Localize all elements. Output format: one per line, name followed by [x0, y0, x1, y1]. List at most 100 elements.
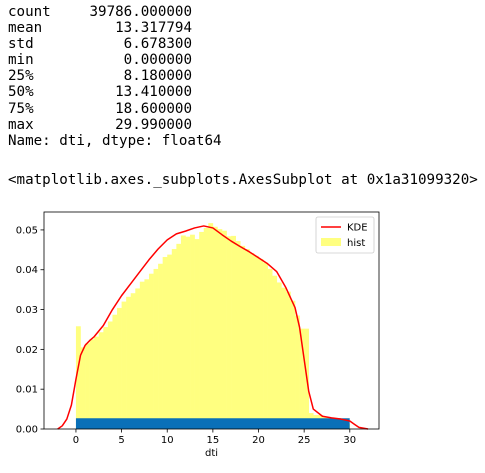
stat-row-25: 25% 8.180000 — [8, 68, 222, 84]
kde-line — [57, 225, 369, 430]
stat-name: count — [8, 4, 51, 20]
legend: KDE hist — [315, 216, 375, 254]
x-tick-label: 25 — [298, 435, 311, 446]
hist-bar — [253, 255, 259, 429]
axes-frame — [43, 211, 380, 430]
y-tick-label: 0.00 — [16, 425, 38, 436]
stat-name: min — [8, 52, 34, 69]
hist-bar — [212, 226, 218, 429]
hist-bar — [176, 243, 182, 429]
hist-bar — [263, 262, 268, 429]
stat-name: max — [8, 116, 34, 133]
hist-bar — [148, 273, 154, 429]
stat-name: mean — [8, 20, 43, 37]
hist-bar — [185, 236, 191, 429]
hist-bar — [285, 291, 291, 429]
stat-row-count: count 39786.000000 — [8, 4, 222, 20]
hist-bar — [112, 314, 118, 429]
hist-bar — [235, 241, 241, 429]
legend-hist-swatch — [321, 238, 341, 246]
hist-bar — [217, 229, 223, 429]
x-axis-label: dti — [205, 448, 218, 459]
stat-value: 6.678300 — [123, 36, 192, 53]
hist-bar — [244, 249, 250, 429]
hist-bar — [94, 336, 100, 429]
hist-bar — [80, 347, 86, 429]
hist-bar — [75, 326, 81, 429]
x-tick-label: 10 — [161, 435, 174, 446]
hist-bar — [180, 235, 186, 429]
stat-value: 0.000000 — [123, 52, 192, 69]
y-tick-label: 0.01 — [16, 385, 38, 396]
hist-bar — [272, 275, 278, 429]
stat-row-max: max 29.990000 — [8, 117, 222, 133]
x-tick-label: 0 — [73, 435, 79, 446]
x-axis: 0 5 10 15 20 25 30 — [73, 429, 356, 446]
hist-bar — [199, 231, 205, 429]
stat-row-mean: mean 13.317794 — [8, 20, 222, 36]
stat-row-75: 75% 18.600000 — [8, 101, 222, 117]
stat-value: 13.410000 — [115, 84, 192, 101]
describe-output: count 39786.000000 mean 13.317794 std 6.67830… — [8, 4, 222, 149]
stat-name: 50% — [8, 84, 34, 101]
hist-bar — [171, 249, 177, 429]
hist-bar — [299, 328, 305, 429]
plot-marks — [57, 223, 369, 430]
hist-bar — [190, 234, 195, 429]
legend-kde-label: KDE — [347, 223, 368, 234]
y-tick-label: 0.02 — [16, 345, 38, 356]
hist-bar — [121, 301, 127, 429]
hist-bar — [153, 268, 159, 429]
hist-bar — [231, 235, 236, 429]
hist-bar — [107, 321, 113, 429]
hist-bar — [276, 282, 282, 429]
hist-bar — [135, 288, 141, 429]
hist-bar — [194, 239, 200, 429]
distribution-chart: 0 5 10 15 20 25 30 0.00 0.01 0.02 0.03 0.04 0.05 dt… — [16, 211, 380, 459]
hist-bar — [89, 339, 95, 429]
stat-name: std — [8, 36, 34, 53]
hist-bar — [130, 293, 136, 429]
x-tick-label: 5 — [118, 435, 124, 446]
hist-bar — [103, 327, 109, 429]
stat-value: 8.180000 — [123, 68, 192, 85]
stat-row-min: min 0.000000 — [8, 52, 222, 68]
hist-bar — [258, 258, 264, 429]
hist-bar — [226, 236, 232, 429]
hist-bar — [139, 281, 145, 429]
stat-value: 39786.000000 — [89, 4, 193, 20]
x-tick-label: 15 — [207, 435, 220, 446]
stat-row-50: 50% 13.410000 — [8, 84, 222, 100]
hist-bar — [281, 287, 287, 429]
hist-bar — [208, 223, 214, 429]
stat-row-std: std 6.678300 — [8, 36, 222, 52]
y-axis: 0.00 0.01 0.02 0.03 0.04 0.05 — [16, 225, 44, 436]
stat-value: 29.990000 — [115, 116, 192, 133]
stat-name: 75% — [8, 100, 34, 117]
hist-bar — [221, 230, 227, 429]
y-tick-label: 0.03 — [16, 305, 38, 316]
hist-bar — [158, 263, 163, 429]
hist-bar — [85, 343, 90, 429]
hist-bar — [267, 268, 273, 429]
stat-value: 18.600000 — [115, 100, 192, 117]
hist-bar — [290, 300, 296, 429]
stat-value: 13.317794 — [115, 20, 192, 37]
hist-bar — [162, 256, 168, 429]
hist-bar — [126, 296, 132, 429]
hist-bar — [167, 254, 173, 429]
x-tick-label: 20 — [252, 435, 265, 446]
hist-bar — [203, 227, 209, 429]
x-tick-label: 30 — [343, 435, 356, 446]
hist-bar — [144, 279, 150, 429]
legend-hist-label: hist — [347, 238, 365, 249]
hist-bar — [98, 332, 104, 429]
y-tick-label: 0.05 — [16, 225, 38, 236]
hist-bar — [249, 253, 255, 429]
describe-footer: Name: dti, dtype: float64 — [8, 132, 222, 149]
hist-bar — [117, 307, 122, 429]
y-tick-label: 0.04 — [16, 265, 38, 276]
rug-band — [75, 418, 350, 429]
hist-bar — [295, 315, 300, 429]
axes-repr-output: <matplotlib.axes._subplots.AxesSubplot a… — [8, 172, 478, 188]
